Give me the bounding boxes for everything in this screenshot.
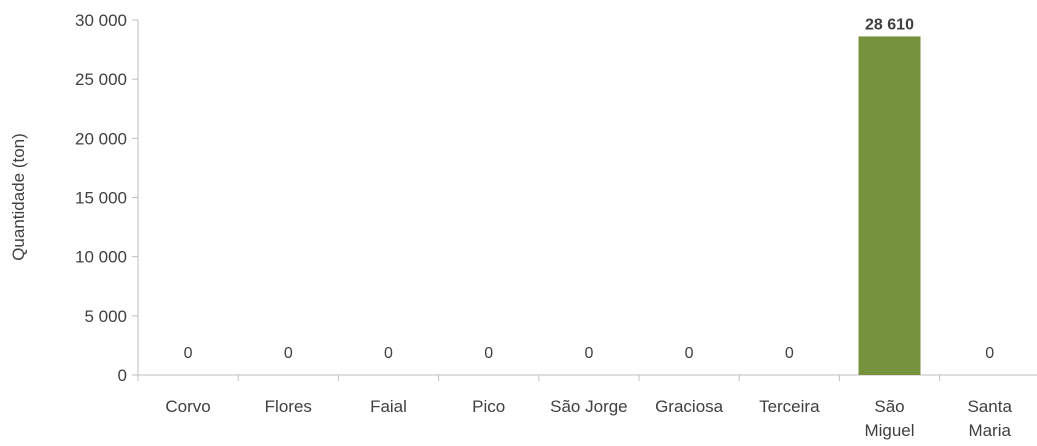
y-tick-label: 0 [118, 366, 127, 385]
y-axis-title: Quantidade (ton) [9, 133, 28, 261]
x-tick-label: Santa Maria [967, 397, 1012, 440]
y-tick-label: 15 000 [75, 189, 127, 208]
x-tick-label: Pico [472, 397, 505, 416]
y-tick-label: 25 000 [75, 70, 127, 89]
y-tick-label: 5 000 [84, 307, 127, 326]
bar-value-label: 0 [584, 345, 593, 362]
bar-value-label: 28 610 [865, 16, 914, 33]
x-tick-label: Faial [370, 397, 407, 416]
x-tick-label: Terceira [759, 397, 820, 416]
bar-series [858, 36, 921, 375]
bar-value-label: 0 [985, 345, 994, 362]
y-tick-label: 30 000 [75, 11, 127, 30]
bar-value-label: 0 [484, 345, 493, 362]
x-tick-label: Graciosa [655, 397, 724, 416]
y-tick-label: 10 000 [75, 248, 127, 267]
bar-value-label: 0 [785, 345, 794, 362]
x-tick-label: São Jorge [550, 397, 628, 416]
bar [858, 36, 921, 375]
x-axis: Corvo Flores Faial Pico São Jorge Graciosa Ter… [137, 374, 1037, 440]
x-tick-label: Flores [265, 397, 312, 416]
x-tick-label: São Miguel [864, 397, 914, 440]
y-axis: 0 5 000 10 000 15 000 20 000 25 000 30 000 [75, 11, 139, 385]
bar-value-label: 0 [384, 345, 393, 362]
bar-value-label: 0 [184, 345, 193, 362]
bar-value-label: 0 [685, 345, 694, 362]
y-tick-label: 20 000 [75, 129, 127, 148]
x-tick-label: Corvo [165, 397, 210, 416]
value-labels: 0 0 0 0 0 0 0 28 610 0 [184, 16, 995, 362]
bar-value-label: 0 [284, 345, 293, 362]
